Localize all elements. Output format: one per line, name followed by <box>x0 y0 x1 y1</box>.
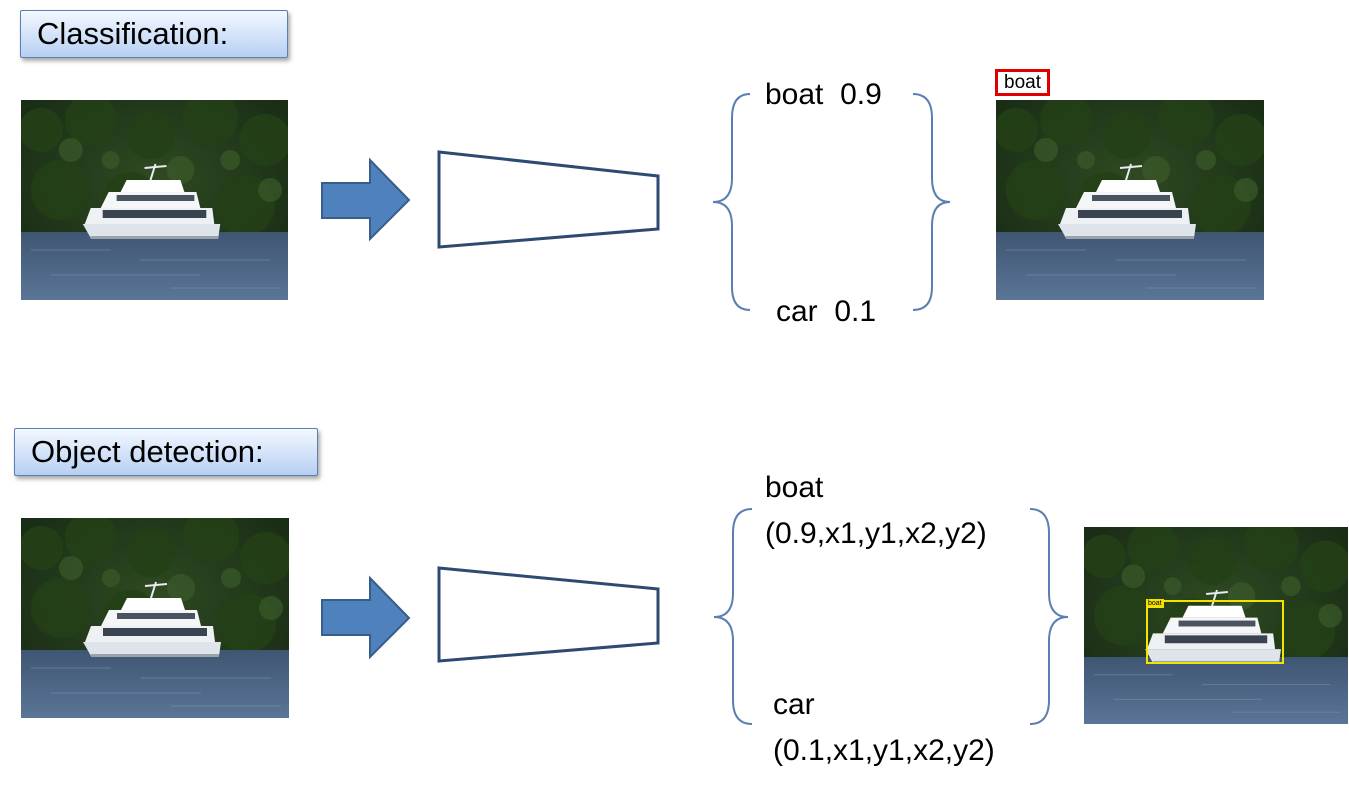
classification-result-tag: boat <box>995 69 1050 96</box>
classification-title: Classification: <box>20 10 288 58</box>
detection-output-boat-label: boat <box>765 471 824 504</box>
output-class-score: 0.9 <box>840 78 882 111</box>
model-shape-classification <box>437 150 660 249</box>
model-shape-detection <box>437 566 660 663</box>
detection-output-boat-detail: (0.9,x1,y1,x2,y2) <box>765 517 987 550</box>
detection-bounding-box <box>1146 600 1284 664</box>
right-brace-classification <box>912 93 951 311</box>
detection-box-tag: boat <box>1146 599 1164 608</box>
flow-arrow-detection <box>321 575 411 660</box>
classification-output-car: car 0.1 <box>776 295 876 329</box>
detection-output-car-label: car <box>773 688 815 721</box>
classification-output-boat: boat 0.9 <box>765 78 882 112</box>
output-class-name: boat <box>765 78 824 111</box>
left-brace-classification <box>712 93 751 311</box>
detection-title: Object detection: <box>14 428 318 476</box>
detection-output-car-detail: (0.1,x1,y1,x2,y2) <box>773 734 995 767</box>
right-brace-detection <box>1029 508 1069 725</box>
output-image-detection: boat <box>1084 527 1348 724</box>
output-class-name: car <box>776 295 818 328</box>
flow-arrow-classification <box>321 157 411 242</box>
left-brace-detection <box>713 508 753 725</box>
output-class-score: 0.1 <box>834 295 877 328</box>
